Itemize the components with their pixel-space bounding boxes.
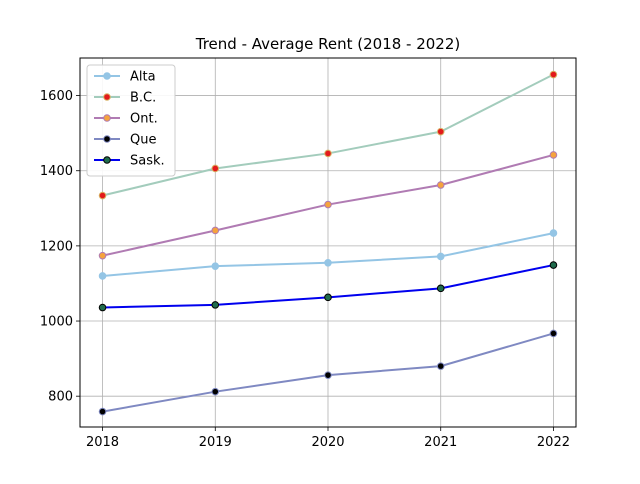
series-layer (98, 70, 558, 416)
x-tick-label: 2022 (537, 435, 570, 450)
data-point-que (436, 362, 445, 370)
y-tick-label: 800 (48, 390, 73, 405)
data-point-ont (549, 151, 558, 159)
data-point-sask (324, 293, 332, 302)
data-point-sask (98, 303, 107, 312)
data-point-ont (211, 226, 220, 235)
data-point-sask (549, 261, 558, 269)
data-point-que (211, 387, 220, 396)
legend-label-alta: Alta (130, 70, 156, 85)
data-point-alta (324, 258, 332, 267)
legend-marker-alta (103, 72, 111, 80)
data-point-b-c (549, 70, 558, 79)
data-point-que (324, 371, 332, 379)
legend-label-sask: Sask. (130, 154, 165, 169)
data-point-b-c (324, 149, 332, 158)
data-point-ont (98, 251, 107, 260)
x-tick-label: 2021 (424, 435, 457, 450)
data-point-b-c (98, 191, 107, 200)
x-tick-label: 2019 (199, 435, 232, 450)
data-point-que (98, 407, 107, 416)
legend-box (86, 64, 176, 177)
legend-marker-sask (103, 156, 111, 164)
data-point-ont (436, 181, 445, 189)
data-point-que (549, 329, 558, 338)
legend-marker-ont (103, 114, 111, 122)
data-point-alta (98, 272, 107, 280)
data-point-ont (324, 200, 332, 209)
data-point-b-c (436, 127, 445, 136)
data-point-sask (211, 301, 220, 309)
data-point-b-c (211, 164, 220, 173)
axes: 2018 2019 2020 2021 2022 800 1000 1200 1400 1600 (40, 89, 570, 450)
y-tick-label: 1200 (40, 239, 73, 254)
legend-marker-que (103, 135, 111, 143)
legend: Alta B.C. Ont. Que Sask. (86, 64, 176, 177)
chart-title: Trend - Average Rent (2018 - 2022) (195, 35, 461, 53)
legend-marker-b-c (103, 93, 111, 101)
y-tick-label: 1400 (40, 164, 73, 179)
data-point-alta (211, 262, 220, 270)
data-point-alta (549, 229, 558, 237)
y-tick-label: 1000 (40, 315, 73, 330)
data-point-alta (436, 252, 445, 261)
legend-label-ont: Ont. (130, 112, 158, 127)
y-tick-label: 1600 (40, 89, 73, 104)
legend-label-b-c: B.C. (130, 91, 156, 106)
x-tick-label: 2018 (86, 435, 119, 450)
legend-label-que: Que (130, 133, 156, 148)
x-tick-label: 2020 (311, 435, 344, 450)
data-point-sask (436, 284, 445, 293)
